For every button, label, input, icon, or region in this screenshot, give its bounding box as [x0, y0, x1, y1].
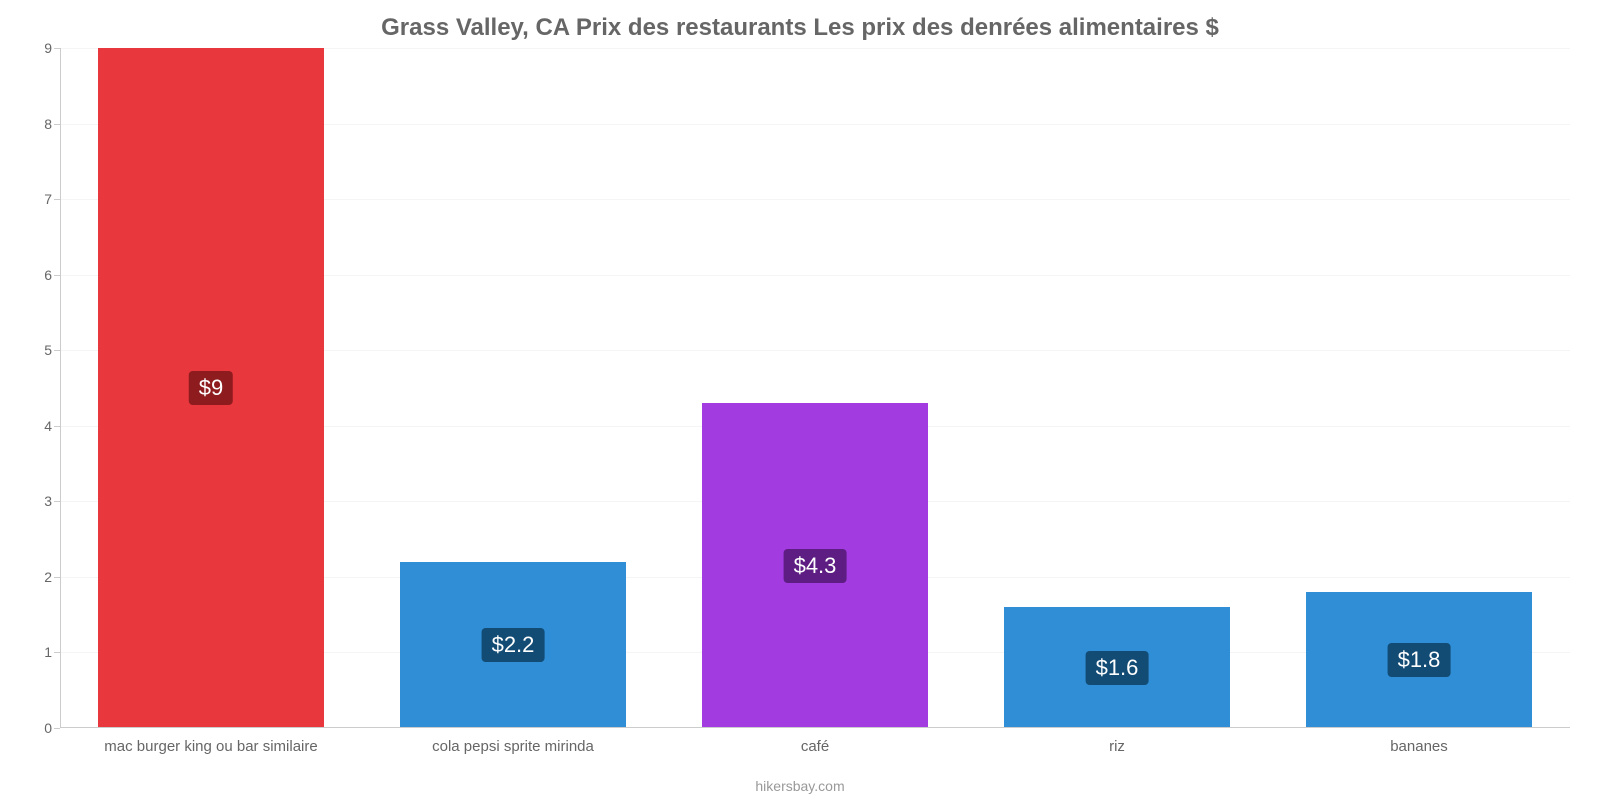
y-tick-mark [54, 501, 60, 502]
y-tick-label: 3 [24, 493, 52, 509]
y-tick-label: 4 [24, 418, 52, 434]
y-tick-label: 2 [24, 569, 52, 585]
bar-chart: Grass Valley, CA Prix des restaurants Le… [0, 0, 1600, 800]
bars-container: $9 $2.2 $4.3 $1.6 $1.8 [60, 48, 1570, 728]
y-tick-mark [54, 426, 60, 427]
bar-value-label: $1.6 [1086, 651, 1149, 685]
y-tick-mark [54, 652, 60, 653]
chart-title: Grass Valley, CA Prix des restaurants Le… [0, 14, 1600, 42]
y-tick-label: 0 [24, 720, 52, 736]
y-tick-mark [54, 728, 60, 729]
y-tick-label: 8 [24, 116, 52, 132]
bar: $4.3 [702, 403, 929, 728]
bar-value-label: $2.2 [482, 628, 545, 662]
bar: $2.2 [400, 562, 627, 728]
bar-value-label: $1.8 [1388, 643, 1451, 677]
y-tick-label: 5 [24, 342, 52, 358]
plot-area: $9$2.2$4.3$1.6$1.8 0123456789mac burger … [60, 48, 1570, 728]
y-tick-label: 9 [24, 40, 52, 56]
y-tick-mark [54, 350, 60, 351]
x-axis [60, 727, 1570, 728]
y-tick-mark [54, 124, 60, 125]
y-tick-label: 1 [24, 644, 52, 660]
y-tick-mark [54, 577, 60, 578]
y-tick-mark [54, 275, 60, 276]
y-axis [60, 48, 61, 728]
bar-value-label: $9 [189, 371, 233, 405]
y-tick-label: 7 [24, 191, 52, 207]
bar: $9 [98, 48, 325, 728]
x-category-label: bananes [1390, 738, 1448, 755]
y-tick-label: 6 [24, 267, 52, 283]
attribution: hikersbay.com [0, 778, 1600, 794]
x-category-label: riz [1109, 738, 1125, 755]
x-category-label: cola pepsi sprite mirinda [432, 738, 594, 755]
bar: $1.6 [1004, 607, 1231, 728]
y-tick-mark [54, 199, 60, 200]
x-category-label: café [801, 738, 829, 755]
y-tick-mark [54, 48, 60, 49]
bar-value-label: $4.3 [784, 549, 847, 583]
bar: $1.8 [1306, 592, 1533, 728]
x-category-label: mac burger king ou bar similaire [104, 738, 317, 755]
